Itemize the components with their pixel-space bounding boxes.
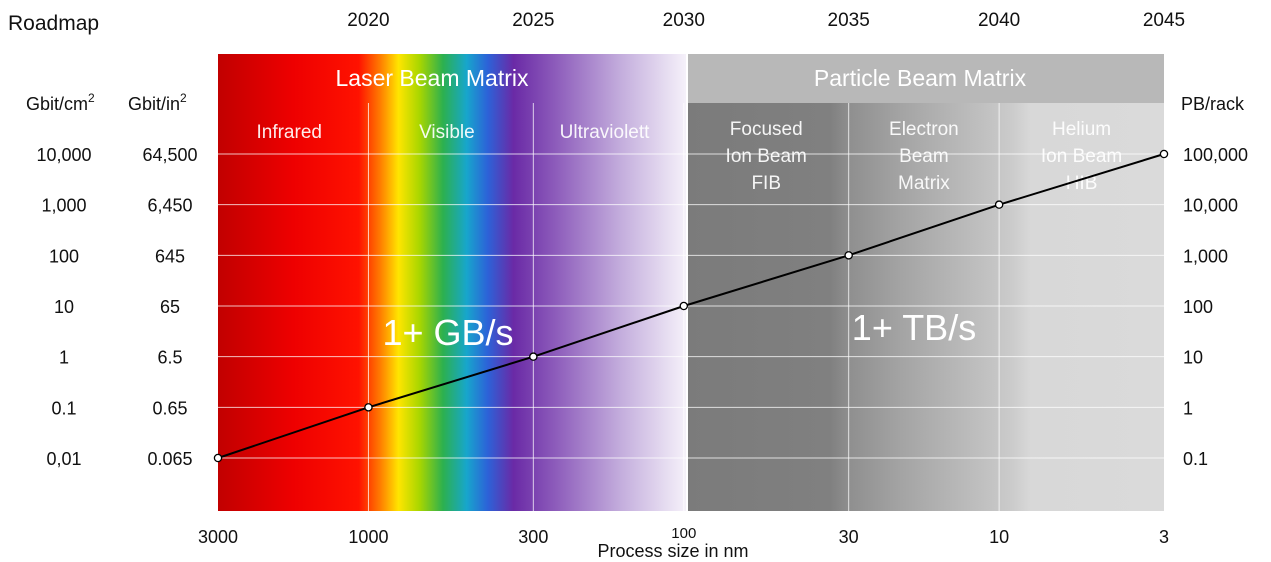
region-label: Ion Beam	[726, 146, 807, 167]
series-line	[213, 149, 1169, 463]
data-point	[529, 352, 538, 361]
particle-grey-panel	[687, 103, 1164, 511]
particle-speed-label: 1+ TB/s	[852, 307, 976, 348]
left-tick-label-in: 6.5	[157, 348, 182, 368]
x-axis-label: Process size in nm	[597, 541, 748, 561]
left-tick-label-in: 6,450	[147, 196, 192, 216]
left-tick-label-in: 65	[160, 297, 180, 317]
left-tick-label-cm: 100	[49, 246, 79, 266]
region-label: Matrix	[898, 173, 950, 194]
year-label: 2020	[347, 10, 389, 31]
left-tick-label-in: 0.65	[152, 398, 187, 418]
data-point	[364, 403, 373, 412]
left-tick-label-cm: 10	[54, 297, 74, 317]
x-tick-label: 100	[671, 525, 696, 542]
data-point	[213, 453, 223, 463]
region-label: Beam	[899, 146, 949, 167]
left-tick-label-in: 0.065	[147, 449, 192, 469]
right-tick-label: 10	[1183, 348, 1203, 368]
right-tick-label: 100	[1183, 297, 1213, 317]
laser-speed-label: 1+ GB/s	[382, 312, 513, 353]
left-tick-label-in: 645	[155, 246, 185, 266]
x-axis: 3000 1000 300 100 30 10 3	[198, 525, 1169, 547]
particle-band-header	[687, 54, 1164, 103]
x-tick-label: 10	[989, 527, 1009, 547]
left-header-in: Gbit/in2	[128, 91, 187, 114]
left-axis-cm: 10,000 1,000 100 10 1 0.1 0,01	[36, 145, 91, 469]
year-label: 2035	[828, 10, 870, 31]
laser-band-header	[218, 54, 687, 103]
left-tick-label-cm: 10,000	[36, 145, 91, 165]
left-tick-label-cm: 0.1	[51, 398, 76, 418]
right-tick-label: 10,000	[1183, 196, 1238, 216]
right-tick-label: 1	[1183, 398, 1193, 418]
region-label: Ultraviolett	[560, 122, 650, 143]
particle-band-title: Particle Beam Matrix	[814, 65, 1027, 91]
x-tick-label: 1000	[348, 527, 388, 547]
region-labels: Infrared Visible Ultraviolett Focused Ion Be…	[256, 119, 1122, 194]
left-axis-in: 64,500 6,450 645 65 6.5 0.65 0.065	[142, 145, 197, 469]
year-label: 2025	[512, 10, 554, 31]
year-label: 2030	[663, 10, 705, 31]
left-tick-label-cm: 1	[59, 348, 69, 368]
left-header-cm: Gbit/cm2	[26, 91, 95, 114]
x-tick-label: 3	[1159, 527, 1169, 547]
data-point	[994, 200, 1004, 209]
year-label: 2045	[1143, 10, 1185, 31]
region-label: Helium	[1052, 119, 1111, 140]
grid	[218, 54, 1164, 511]
laser-spectrum-panel	[218, 103, 687, 511]
region-label: FIB	[751, 173, 781, 194]
data-point	[844, 251, 853, 260]
data-point	[679, 301, 689, 311]
region-label: Electron	[889, 119, 959, 140]
right-tick-label: 0.1	[1183, 449, 1208, 469]
x-tick-label: 30	[839, 527, 859, 547]
chart-title: Roadmap	[8, 12, 99, 35]
laser-band-title: Laser Beam Matrix	[335, 65, 529, 91]
right-axis: 100,000 10,000 1,000 100 10 1 0.1	[1183, 145, 1248, 469]
left-tick-label-cm: 1,000	[41, 196, 86, 216]
right-tick-label: 1,000	[1183, 246, 1228, 266]
right-header: PB/rack	[1181, 94, 1245, 114]
region-label: Visible	[419, 122, 475, 143]
x-tick-label: 300	[518, 527, 548, 547]
region-label: Infrared	[256, 122, 321, 143]
x-tick-label: 3000	[198, 527, 238, 547]
region-label: HIB	[1066, 173, 1098, 194]
year-label: 2040	[978, 10, 1020, 31]
left-tick-label-in: 64,500	[142, 145, 197, 165]
year-axis: 2020 2025 2030 2035 2040 2045	[347, 10, 1185, 31]
left-tick-label-cm: 0,01	[46, 449, 81, 469]
data-point	[1159, 149, 1169, 159]
region-label: Ion Beam	[1041, 146, 1122, 167]
region-label: Focused	[730, 119, 803, 140]
right-tick-label: 100,000	[1183, 145, 1248, 165]
